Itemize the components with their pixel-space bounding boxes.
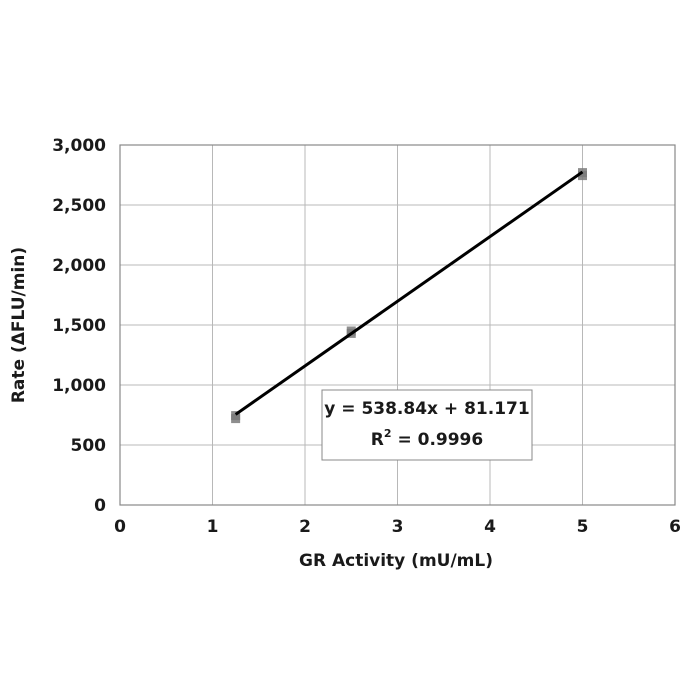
x-axis-tick-labels: 0 1 2 3 4 5 6 [114,517,681,537]
x-tick-label: 6 [669,517,681,537]
y-tick-label: 0 [94,496,106,516]
y-tick-label: 500 [71,436,107,456]
y-tick-label: 3,000 [52,136,106,156]
r-squared-prefix: R [371,430,384,450]
r-squared-superscript: 2 [384,427,392,440]
x-tick-label: 2 [299,517,311,537]
y-tick-label: 2,000 [52,256,106,276]
r-squared-value: = 0.9996 [392,430,484,450]
data-point-marker [231,411,241,421]
y-axis-tick-labels: 0 500 1,000 1,500 2,000 2,500 3,000 [52,136,106,516]
equation-box: y = 538.84x + 81.171 R2 = 0.9996 [321,389,533,461]
x-tick-label: 3 [392,517,404,537]
x-tick-label: 1 [207,517,219,537]
data-point-marker [346,326,356,336]
y-tick-label: 1,000 [52,376,106,396]
x-tick-label: 5 [577,517,589,537]
y-tick-label: 1,500 [52,316,106,336]
x-tick-label: 0 [114,517,126,537]
plot-area-border [119,144,676,506]
y-tick-label: 2,500 [52,196,106,216]
x-tick-label: 4 [484,517,496,537]
trendline [234,170,584,416]
equation-box-frame [321,389,533,461]
y-axis-title: Rate (ΔFLU/min) [9,247,29,403]
trendline-equation: y = 538.84x + 81.171 [324,399,529,419]
r-squared-label: R2 = 0.9996 [371,427,483,450]
x-axis-title: GR Activity (mU/mL) [299,551,493,571]
